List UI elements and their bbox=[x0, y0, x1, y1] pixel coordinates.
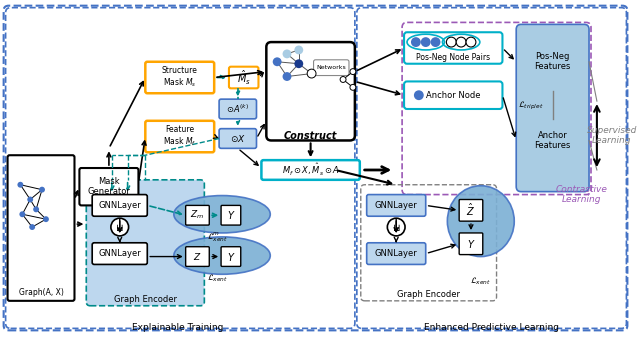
Text: $\mathcal{L}_{triplet}$: $\mathcal{L}_{triplet}$ bbox=[518, 100, 544, 112]
FancyBboxPatch shape bbox=[221, 247, 241, 266]
FancyBboxPatch shape bbox=[92, 195, 147, 216]
Circle shape bbox=[33, 207, 39, 212]
Text: Pos-Neg
Features: Pos-Neg Features bbox=[534, 52, 571, 71]
Text: $Y$: $Y$ bbox=[467, 238, 476, 250]
FancyBboxPatch shape bbox=[459, 233, 483, 255]
Text: Anchor
Features: Anchor Features bbox=[534, 131, 571, 150]
Text: GNNLayer: GNNLayer bbox=[375, 201, 417, 210]
Text: $M_f \odot X, \hat{M}_s \odot A$: $M_f \odot X, \hat{M}_s \odot A$ bbox=[282, 162, 340, 178]
Ellipse shape bbox=[174, 196, 270, 233]
Text: Contrastive
Learning: Contrastive Learning bbox=[556, 185, 607, 204]
FancyBboxPatch shape bbox=[367, 195, 426, 216]
Text: $Z$: $Z$ bbox=[193, 251, 202, 262]
Circle shape bbox=[420, 37, 431, 47]
Circle shape bbox=[387, 218, 405, 236]
Text: $\sqcup$: $\sqcup$ bbox=[115, 221, 124, 233]
Circle shape bbox=[111, 218, 129, 236]
Circle shape bbox=[283, 49, 291, 58]
FancyBboxPatch shape bbox=[145, 121, 214, 152]
Text: $\mathcal{L}_{xent}$: $\mathcal{L}_{xent}$ bbox=[470, 275, 492, 287]
Circle shape bbox=[350, 84, 356, 90]
Circle shape bbox=[294, 46, 303, 54]
Text: $Y$: $Y$ bbox=[227, 250, 236, 263]
FancyBboxPatch shape bbox=[219, 99, 257, 119]
Text: Graph(A, X): Graph(A, X) bbox=[19, 288, 63, 297]
Text: GNNLayer: GNNLayer bbox=[375, 249, 417, 258]
Circle shape bbox=[340, 76, 346, 82]
Text: Graph Encoder: Graph Encoder bbox=[114, 295, 177, 304]
Text: $\odot A^{(k)}$: $\odot A^{(k)}$ bbox=[227, 103, 249, 115]
Text: Construct: Construct bbox=[284, 130, 337, 141]
Text: $Z_m$: $Z_m$ bbox=[190, 209, 205, 221]
Circle shape bbox=[307, 69, 316, 78]
FancyBboxPatch shape bbox=[79, 168, 138, 206]
Text: GNNLayer: GNNLayer bbox=[99, 249, 141, 258]
Circle shape bbox=[28, 197, 33, 202]
Circle shape bbox=[446, 37, 456, 47]
FancyBboxPatch shape bbox=[8, 155, 74, 301]
Text: $\hat{M}_s$: $\hat{M}_s$ bbox=[237, 69, 251, 87]
Text: Feature
Mask $M_f$: Feature Mask $M_f$ bbox=[163, 125, 196, 148]
FancyBboxPatch shape bbox=[516, 24, 589, 192]
Text: $\mathcal{L}_{xent}$: $\mathcal{L}_{xent}$ bbox=[207, 272, 228, 284]
FancyBboxPatch shape bbox=[219, 129, 257, 148]
Text: Mask
Generator: Mask Generator bbox=[88, 177, 131, 196]
Text: Structure
Mask $M_s$: Structure Mask $M_s$ bbox=[162, 66, 198, 89]
FancyBboxPatch shape bbox=[459, 199, 483, 221]
Text: Networks: Networks bbox=[316, 65, 346, 70]
Text: Supervised
Learning: Supervised Learning bbox=[586, 126, 637, 145]
FancyBboxPatch shape bbox=[92, 243, 147, 264]
Circle shape bbox=[283, 72, 291, 81]
Text: Explainable Training: Explainable Training bbox=[132, 323, 223, 332]
Text: $\hat{Z}$: $\hat{Z}$ bbox=[467, 202, 476, 218]
Circle shape bbox=[17, 182, 23, 188]
Text: Graph Encoder: Graph Encoder bbox=[397, 290, 460, 299]
Circle shape bbox=[294, 59, 303, 68]
FancyBboxPatch shape bbox=[86, 180, 204, 306]
Circle shape bbox=[411, 37, 420, 47]
Circle shape bbox=[273, 57, 282, 66]
Circle shape bbox=[431, 37, 440, 47]
Circle shape bbox=[350, 69, 356, 75]
FancyBboxPatch shape bbox=[266, 42, 355, 141]
FancyBboxPatch shape bbox=[261, 160, 360, 180]
Circle shape bbox=[19, 211, 26, 217]
Text: $\sqcup$: $\sqcup$ bbox=[392, 221, 401, 233]
Text: $\odot X$: $\odot X$ bbox=[230, 133, 246, 144]
Circle shape bbox=[43, 216, 49, 222]
Text: $Y$: $Y$ bbox=[227, 209, 236, 221]
FancyBboxPatch shape bbox=[367, 243, 426, 264]
FancyBboxPatch shape bbox=[404, 81, 502, 109]
Ellipse shape bbox=[174, 237, 270, 274]
Circle shape bbox=[466, 37, 476, 47]
Text: $\mathcal{L}^m_{xent}$: $\mathcal{L}^m_{xent}$ bbox=[207, 230, 228, 244]
FancyBboxPatch shape bbox=[221, 206, 241, 225]
Circle shape bbox=[414, 90, 424, 100]
FancyBboxPatch shape bbox=[145, 62, 214, 93]
Ellipse shape bbox=[447, 186, 515, 257]
FancyBboxPatch shape bbox=[186, 247, 209, 266]
Text: Pos-Neg Node Pairs: Pos-Neg Node Pairs bbox=[416, 53, 490, 62]
FancyBboxPatch shape bbox=[229, 67, 259, 88]
FancyBboxPatch shape bbox=[314, 60, 349, 75]
Circle shape bbox=[456, 37, 466, 47]
Text: Enhanced Predictive Learning: Enhanced Predictive Learning bbox=[424, 323, 559, 332]
Text: Anchor Node: Anchor Node bbox=[426, 91, 481, 100]
FancyBboxPatch shape bbox=[186, 206, 209, 225]
Text: GNNLayer: GNNLayer bbox=[99, 201, 141, 210]
Circle shape bbox=[29, 224, 35, 230]
Circle shape bbox=[39, 187, 45, 193]
FancyBboxPatch shape bbox=[404, 32, 502, 64]
